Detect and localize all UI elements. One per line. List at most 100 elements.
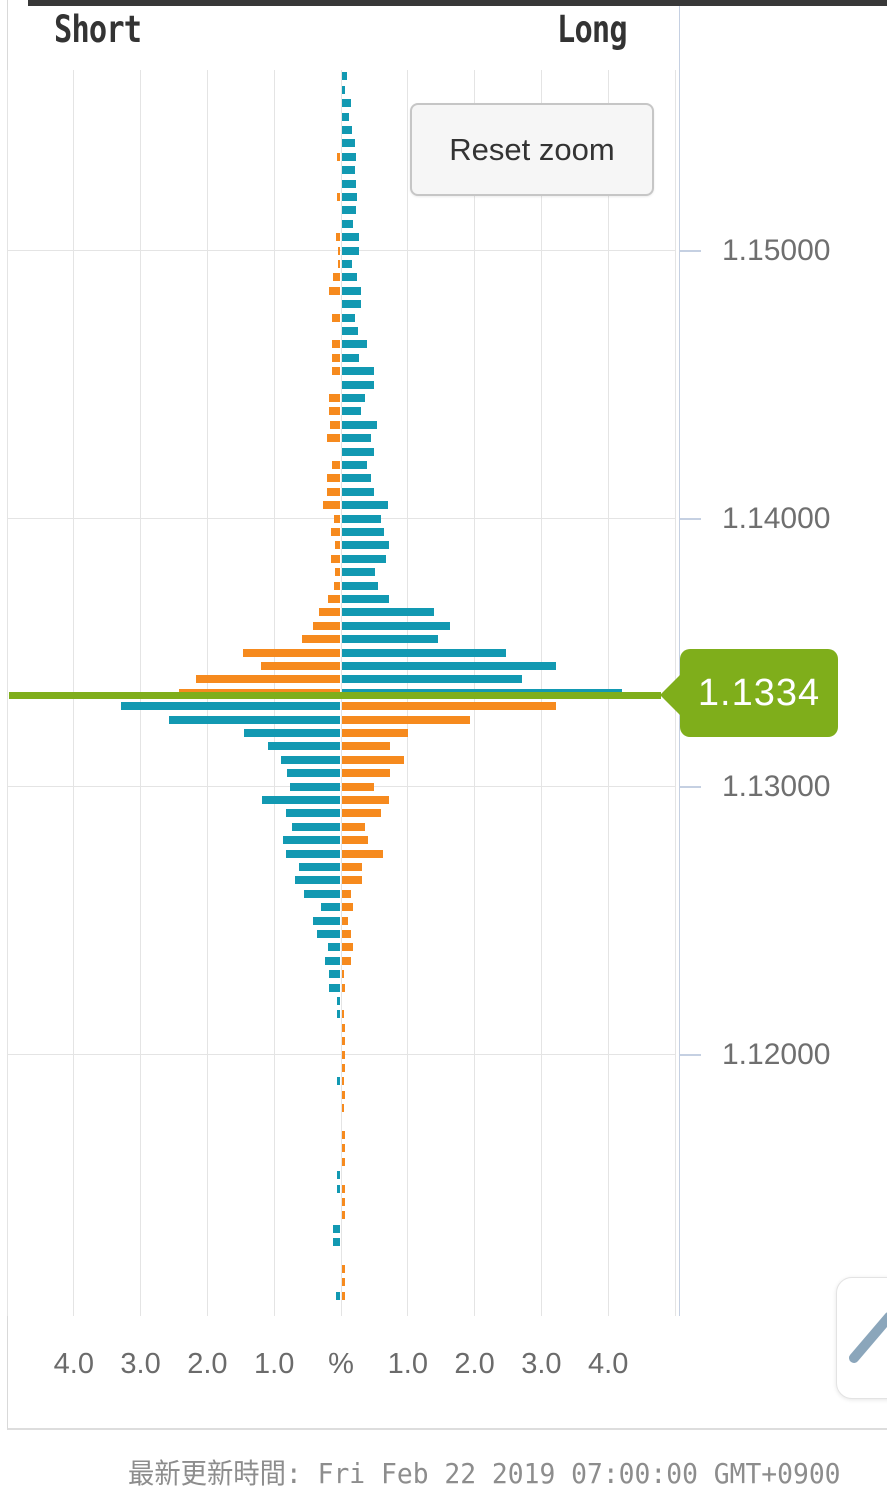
- bar-long[interactable]: [342, 260, 353, 269]
- bar-long[interactable]: [342, 1157, 346, 1166]
- bar-long[interactable]: [342, 769, 391, 778]
- bar-long[interactable]: [342, 85, 346, 94]
- bar-long[interactable]: [342, 796, 390, 805]
- bar-long[interactable]: [342, 233, 359, 242]
- bar-short[interactable]: [261, 796, 340, 805]
- bar-short[interactable]: [329, 286, 340, 295]
- bar-short[interactable]: [326, 487, 340, 496]
- bar-short[interactable]: [313, 621, 340, 630]
- bar-long[interactable]: [342, 313, 355, 322]
- bar-long[interactable]: [342, 970, 344, 979]
- bar-short[interactable]: [337, 1010, 340, 1019]
- bar-long[interactable]: [342, 219, 353, 228]
- bar-short[interactable]: [335, 233, 340, 242]
- bar-long[interactable]: [342, 876, 363, 885]
- bar-short[interactable]: [316, 930, 340, 939]
- bar-long[interactable]: [342, 782, 375, 791]
- bar-short[interactable]: [326, 434, 340, 443]
- bar-long[interactable]: [342, 1037, 345, 1046]
- bar-long[interactable]: [342, 514, 381, 523]
- bar-short[interactable]: [332, 313, 340, 322]
- bar-long[interactable]: [342, 554, 387, 563]
- bar-short[interactable]: [333, 581, 340, 590]
- bar-long[interactable]: [342, 420, 377, 429]
- bar-long[interactable]: [342, 1265, 345, 1274]
- bar-long[interactable]: [342, 742, 391, 751]
- bar-long[interactable]: [342, 367, 375, 376]
- bar-short[interactable]: [336, 152, 340, 161]
- chart-type-button[interactable]: [836, 1277, 887, 1399]
- bar-short[interactable]: [337, 246, 340, 255]
- bar-long[interactable]: [342, 380, 375, 389]
- bar-long[interactable]: [342, 1278, 345, 1287]
- bar-short[interactable]: [329, 394, 340, 403]
- bar-long[interactable]: [342, 447, 375, 456]
- bar-long[interactable]: [342, 1064, 346, 1073]
- bar-long[interactable]: [342, 1023, 345, 1032]
- bar-long[interactable]: [342, 340, 368, 349]
- bar-short[interactable]: [303, 889, 340, 898]
- bar-short[interactable]: [334, 568, 340, 577]
- bar-long[interactable]: [342, 152, 357, 161]
- bar-short[interactable]: [289, 782, 340, 791]
- bar-long[interactable]: [342, 863, 363, 872]
- bar-long[interactable]: [342, 648, 507, 657]
- bar-long[interactable]: [342, 353, 359, 362]
- bar-short[interactable]: [261, 662, 340, 671]
- bar-long[interactable]: [342, 528, 385, 537]
- bar-short[interactable]: [298, 863, 340, 872]
- bar-long[interactable]: [342, 836, 369, 845]
- bar-short[interactable]: [337, 997, 340, 1006]
- bar-short[interactable]: [334, 541, 340, 550]
- bar-short[interactable]: [313, 916, 340, 925]
- bar-long[interactable]: [342, 930, 351, 939]
- bar-short[interactable]: [243, 729, 340, 738]
- bar-short[interactable]: [330, 528, 340, 537]
- bar-short[interactable]: [291, 822, 340, 831]
- bar-long[interactable]: [342, 1077, 344, 1086]
- bar-short[interactable]: [283, 836, 340, 845]
- bar-long[interactable]: [342, 662, 556, 671]
- bar-long[interactable]: [342, 595, 390, 604]
- bar-short[interactable]: [332, 353, 340, 362]
- bar-long[interactable]: [342, 956, 351, 965]
- bar-short[interactable]: [301, 635, 340, 644]
- bar-long[interactable]: [342, 179, 357, 188]
- bar-long[interactable]: [342, 1198, 345, 1207]
- bar-long[interactable]: [342, 300, 362, 309]
- bar-short[interactable]: [267, 742, 340, 751]
- bar-long[interactable]: [342, 715, 471, 724]
- bar-long[interactable]: [342, 193, 357, 202]
- bar-long[interactable]: [342, 635, 438, 644]
- bar-short[interactable]: [332, 1224, 340, 1233]
- bar-short[interactable]: [337, 1171, 340, 1180]
- bar-long[interactable]: [342, 581, 379, 590]
- bar-short[interactable]: [327, 943, 340, 952]
- bar-short[interactable]: [323, 501, 340, 510]
- bar-short[interactable]: [326, 474, 340, 483]
- bar-long[interactable]: [342, 1144, 345, 1153]
- bar-long[interactable]: [342, 675, 523, 684]
- bar-short[interactable]: [120, 702, 340, 711]
- bar-long[interactable]: [342, 568, 375, 577]
- bar-short[interactable]: [332, 340, 340, 349]
- bar-short[interactable]: [325, 956, 340, 965]
- bar-short[interactable]: [330, 420, 340, 429]
- bar-short[interactable]: [168, 715, 340, 724]
- bar-short[interactable]: [285, 809, 340, 818]
- bar-long[interactable]: [342, 246, 360, 255]
- bar-short[interactable]: [243, 648, 340, 657]
- bar-long[interactable]: [342, 206, 357, 215]
- bar-long[interactable]: [342, 99, 352, 108]
- bar-long[interactable]: [342, 1010, 344, 1019]
- bar-short[interactable]: [285, 849, 340, 858]
- bar-short[interactable]: [320, 903, 340, 912]
- bar-short[interactable]: [337, 260, 340, 269]
- bar-short[interactable]: [319, 608, 340, 617]
- bar-long[interactable]: [342, 621, 450, 630]
- bar-short[interactable]: [330, 554, 340, 563]
- bar-long[interactable]: [342, 849, 384, 858]
- bar-long[interactable]: [342, 1050, 345, 1059]
- bar-long[interactable]: [342, 541, 390, 550]
